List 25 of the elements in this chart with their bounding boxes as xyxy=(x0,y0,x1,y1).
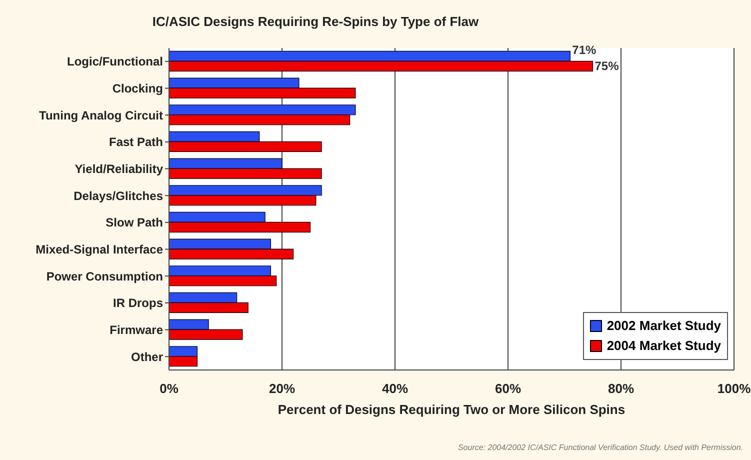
chart-title: IC/ASIC Designs Requiring Re-Spins by Type of Flaw xyxy=(151,14,480,29)
x-tick-label: 100% xyxy=(717,381,751,396)
y-tick-label: IR Drops xyxy=(112,296,164,310)
legend-label: 2004 Market Study xyxy=(606,337,721,355)
y-tick-label: Fast Path xyxy=(108,135,163,150)
y-tick-label: Mixed-Signal Interface xyxy=(36,242,164,257)
x-tick-label: 60% xyxy=(494,381,522,396)
x-tick-label: 20% xyxy=(268,381,296,396)
x-axis-title: Percent of Designs Requiring Two or More Silicon Spins xyxy=(276,402,626,417)
data-label: 75% xyxy=(594,59,620,74)
y-tick-label: Tuning Analog Circuit xyxy=(39,108,164,122)
y-tick-label: Clocking xyxy=(112,82,163,96)
y-tick-label: Yield/Reliability xyxy=(74,162,164,176)
y-tick-label: Logic/Functional xyxy=(67,54,163,69)
x-tick-label: 40% xyxy=(382,381,408,396)
data-label: 71% xyxy=(572,43,596,58)
y-tick-label: Firmware xyxy=(110,323,164,338)
y-tick-label: Other xyxy=(130,350,164,364)
y-tick-label: Slow Path xyxy=(106,216,163,230)
x-tick-label: 80% xyxy=(608,381,634,396)
y-tick-label: Power Consumption xyxy=(46,269,163,284)
x-tick-label: 0% xyxy=(160,381,179,396)
legend-label: 2002 Market Study xyxy=(606,317,721,335)
y-tick-label: Delays/Glitches xyxy=(74,188,164,203)
source-note: Source: 2004/2002 IC/ASIC Functional Verification Study. Used with Permission. xyxy=(458,443,743,452)
